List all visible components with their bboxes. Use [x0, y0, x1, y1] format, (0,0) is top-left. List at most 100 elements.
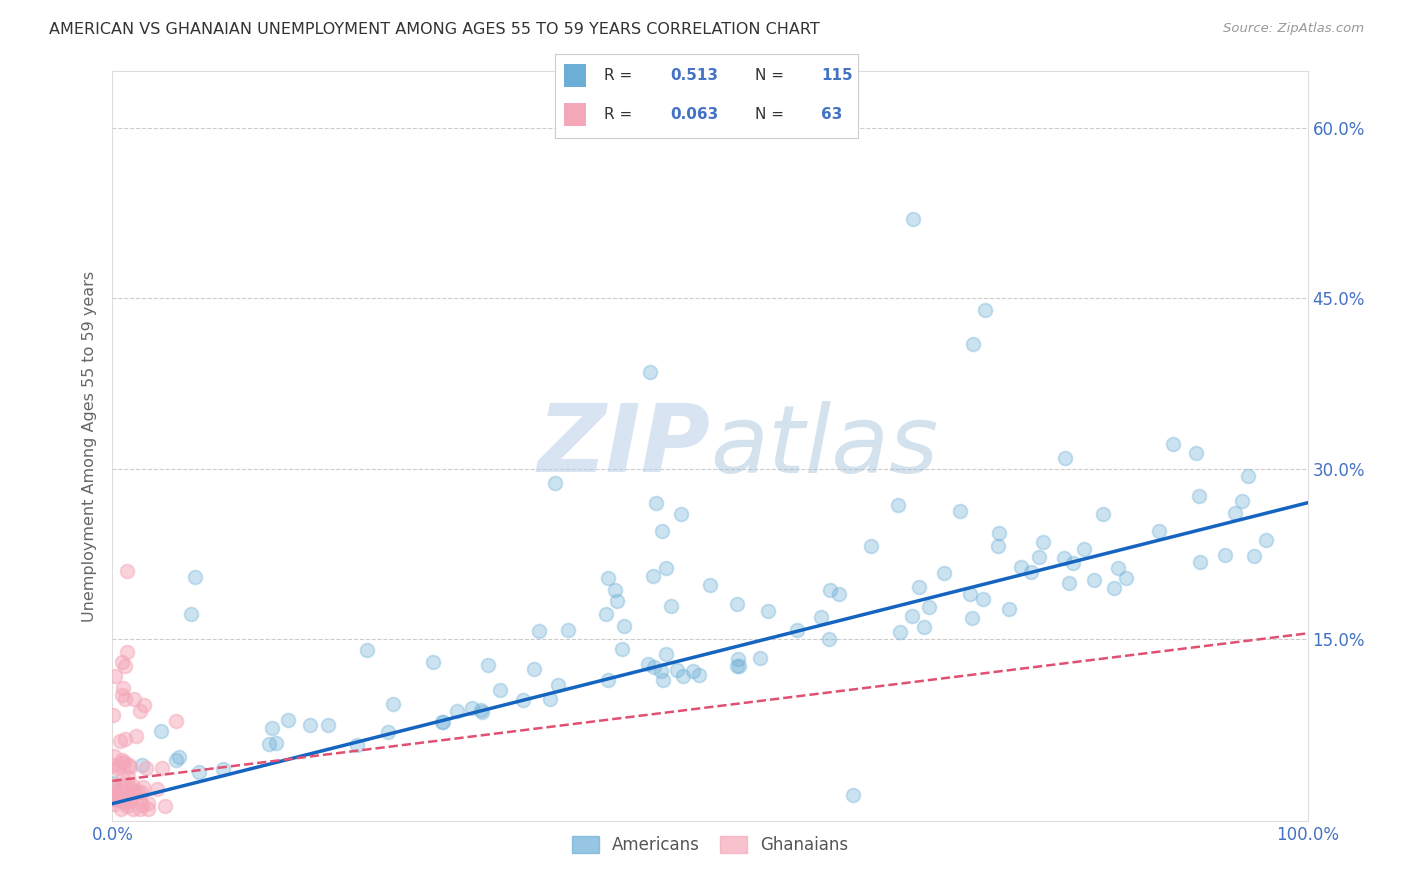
- Point: [603, 583, 626, 598]
- Point: [652, 673, 675, 687]
- Point: [260, 722, 283, 736]
- Point: [103, 797, 125, 811]
- Text: 0.063: 0.063: [671, 107, 718, 122]
- Point: [1230, 494, 1253, 508]
- Point: [114, 796, 136, 810]
- Point: [131, 798, 153, 813]
- Bar: [564, 63, 586, 87]
- Point: [725, 597, 748, 611]
- Point: [131, 758, 153, 772]
- Point: [688, 668, 710, 682]
- Point: [1107, 561, 1129, 575]
- Point: [665, 663, 688, 677]
- Point: [1243, 549, 1265, 563]
- Point: [748, 650, 770, 665]
- Point: [1073, 541, 1095, 556]
- Point: [120, 780, 142, 795]
- Point: [972, 592, 994, 607]
- Text: 115: 115: [821, 68, 853, 83]
- Point: [650, 664, 672, 678]
- Point: [1028, 549, 1050, 564]
- Text: Source: ZipAtlas.com: Source: ZipAtlas.com: [1223, 22, 1364, 36]
- Point: [643, 659, 665, 673]
- Point: [756, 604, 779, 618]
- Point: [104, 778, 127, 792]
- Bar: [564, 103, 586, 127]
- Point: [167, 750, 190, 764]
- Point: [669, 508, 692, 522]
- Point: [606, 594, 628, 608]
- Point: [264, 736, 287, 750]
- Point: [132, 698, 155, 712]
- Point: [1223, 506, 1246, 520]
- Point: [901, 608, 924, 623]
- Point: [1062, 556, 1084, 570]
- Point: [165, 753, 187, 767]
- Point: [150, 761, 173, 775]
- Point: [129, 802, 152, 816]
- Point: [637, 657, 659, 672]
- Point: [595, 607, 617, 622]
- Point: [1053, 550, 1076, 565]
- Point: [934, 566, 956, 581]
- Point: [120, 760, 142, 774]
- Point: [544, 475, 567, 490]
- Point: [1188, 489, 1211, 503]
- Point: [111, 753, 134, 767]
- Point: [422, 655, 444, 669]
- Point: [432, 714, 454, 729]
- Point: [959, 587, 981, 601]
- Point: [117, 645, 139, 659]
- Point: [299, 718, 322, 732]
- Point: [818, 632, 841, 646]
- Point: [974, 302, 997, 317]
- Point: [1031, 534, 1053, 549]
- Point: [382, 698, 405, 712]
- Point: [138, 802, 160, 816]
- Point: [1053, 450, 1076, 465]
- Point: [138, 796, 160, 810]
- Point: [122, 802, 145, 816]
- Point: [120, 789, 142, 804]
- Point: [960, 611, 983, 625]
- Point: [682, 665, 704, 679]
- Point: [131, 785, 153, 799]
- Point: [184, 570, 207, 584]
- Point: [122, 785, 145, 799]
- Point: [111, 794, 134, 808]
- Point: [889, 624, 911, 639]
- Text: R =: R =: [603, 68, 637, 83]
- Point: [672, 669, 695, 683]
- Point: [828, 587, 851, 601]
- Point: [988, 525, 1011, 540]
- Point: [786, 623, 808, 637]
- Point: [728, 658, 751, 673]
- Point: [1147, 524, 1170, 538]
- Point: [727, 652, 749, 666]
- Point: [105, 761, 128, 775]
- Point: [810, 609, 832, 624]
- Point: [101, 789, 124, 803]
- Text: 0.513: 0.513: [671, 68, 718, 83]
- Point: [180, 607, 202, 621]
- Point: [111, 756, 134, 770]
- Point: [446, 705, 468, 719]
- Point: [111, 779, 134, 793]
- Text: AMERICAN VS GHANAIAN UNEMPLOYMENT AMONG AGES 55 TO 59 YEARS CORRELATION CHART: AMERICAN VS GHANAIAN UNEMPLOYMENT AMONG …: [49, 22, 820, 37]
- Point: [165, 714, 187, 728]
- Text: ZIP: ZIP: [537, 400, 710, 492]
- Point: [912, 620, 935, 634]
- Text: atlas: atlas: [710, 401, 938, 491]
- Point: [1010, 559, 1032, 574]
- Point: [112, 785, 135, 799]
- Point: [962, 336, 984, 351]
- Point: [661, 599, 683, 614]
- Point: [1057, 575, 1080, 590]
- Point: [1184, 446, 1206, 460]
- Point: [108, 734, 131, 748]
- Point: [598, 571, 620, 585]
- Point: [460, 701, 482, 715]
- Point: [529, 624, 551, 639]
- Point: [111, 681, 134, 695]
- Text: R =: R =: [603, 107, 637, 122]
